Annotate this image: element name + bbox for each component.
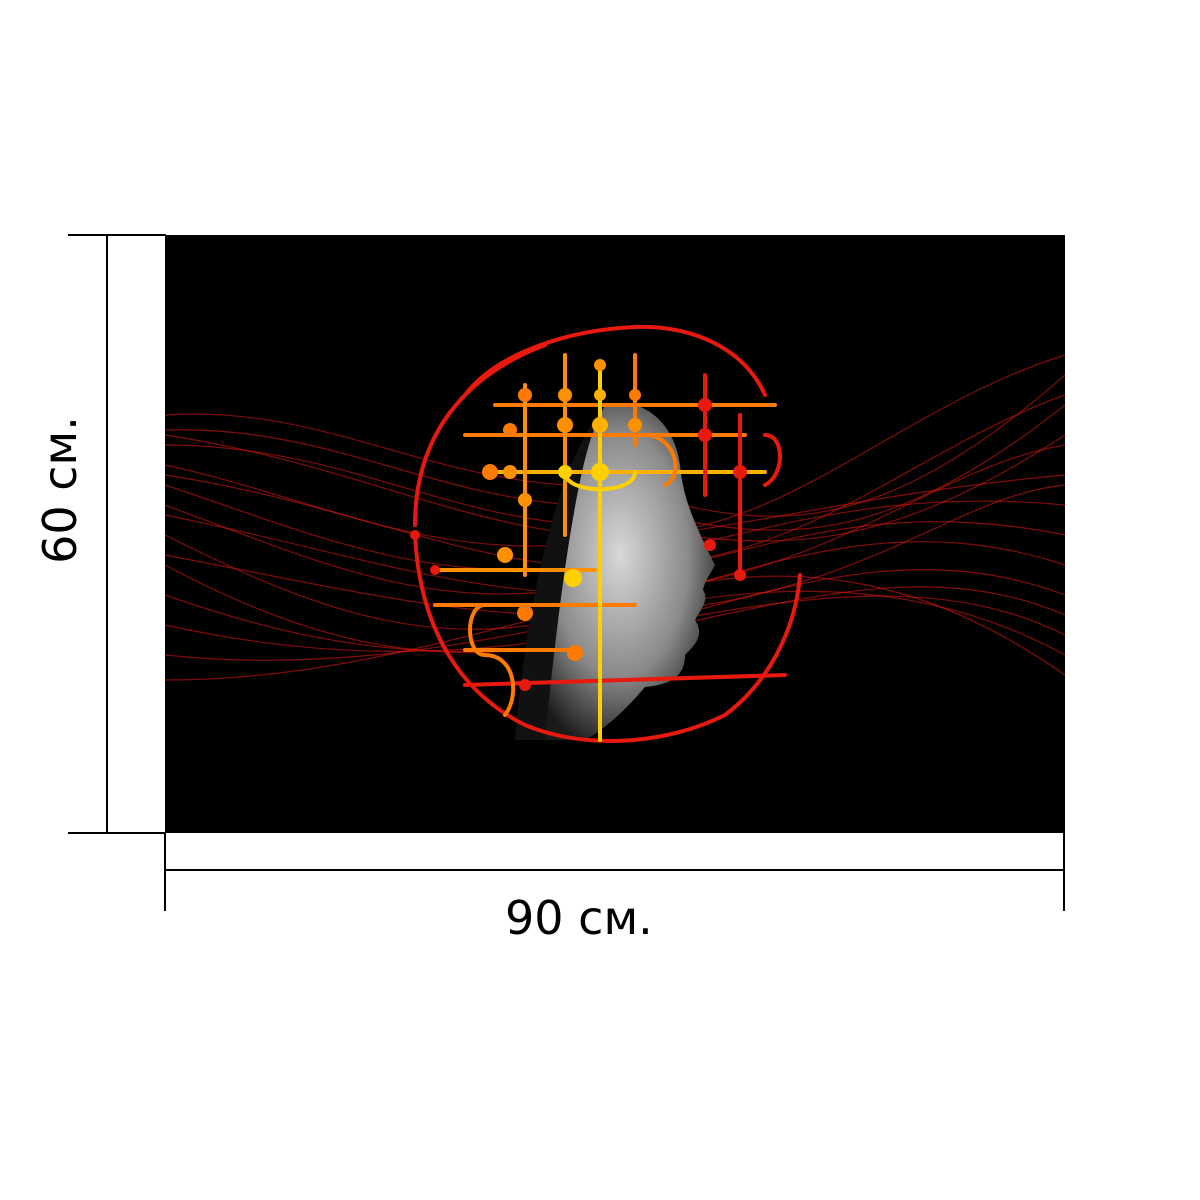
width-tick-left <box>164 833 166 911</box>
artwork-svg <box>165 235 1065 833</box>
height-dimension-line <box>106 235 108 833</box>
height-tick-bottom <box>68 832 166 834</box>
width-dimension-line <box>165 869 1065 871</box>
width-label: 90 см. <box>505 891 653 945</box>
width-tick-right <box>1063 833 1065 911</box>
height-tick-top <box>68 234 166 236</box>
poster-artwork <box>165 235 1065 833</box>
height-label: 60 см. <box>33 416 87 564</box>
circuit-nodes <box>410 359 747 691</box>
circuit-sphere <box>413 324 802 743</box>
